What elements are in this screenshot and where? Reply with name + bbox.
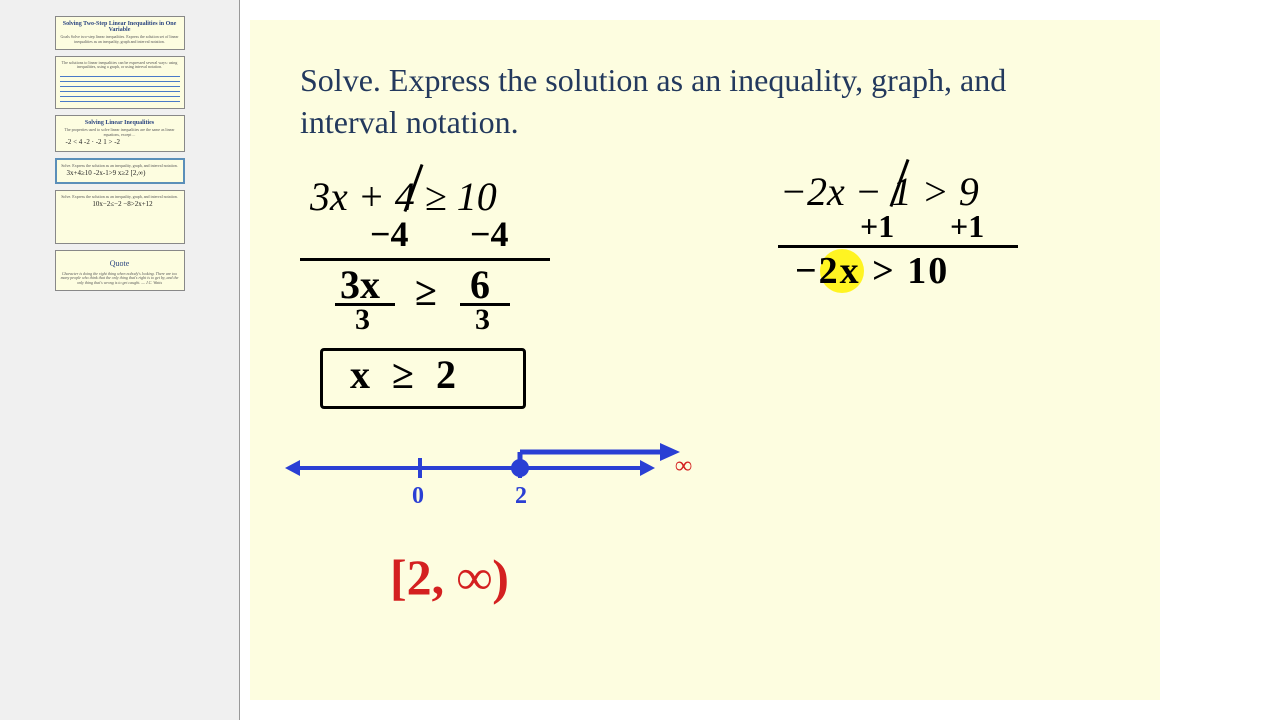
left-frac-num-l: 3x (340, 261, 380, 308)
tick-label-2: 2 (515, 483, 527, 510)
slide-thumb-1[interactable]: Solving Two-Step Linear Inequalities in … (55, 16, 185, 50)
thumb-scribble: -2 < 4 -2 · -2 1 > -2 (60, 138, 180, 147)
slide-thumb-6[interactable]: Quote Character is doing the right thing… (55, 250, 185, 291)
slide-thumb-3[interactable]: Solving Linear Inequalities The properti… (55, 115, 185, 152)
interval-notation: [2, ∞) (390, 548, 509, 606)
thumb-body: The properties used to solve linear ineq… (60, 128, 180, 138)
left-frac-num-r: 6 (470, 261, 490, 308)
right-step1-left: +1 (860, 208, 894, 245)
right-step1-right: +1 (950, 208, 984, 245)
thumb-body: The solutions to linear inequalities can… (60, 61, 180, 71)
thumb-scribble: 3x+4≥10 -2x-1>9 x≥2 [2,∞) (61, 169, 179, 178)
left-step1-left: −4 (370, 213, 409, 255)
left-result-text: x ≥ 2 (350, 351, 462, 398)
left-frac-op: ≥ (415, 268, 437, 315)
thumb-body: Solve. Express the solution as an inequa… (60, 195, 180, 200)
slide-thumb-2[interactable]: The solutions to linear inequalities can… (55, 56, 185, 110)
thumb-body: Goals Solve two-step linear inequalities… (60, 35, 180, 45)
infinity-symbol: ∞ (675, 453, 692, 480)
main-slide: Solve. Express the solution as an inequa… (250, 20, 1160, 700)
thumb-title: Solving Two-Step Linear Inequalities in … (60, 21, 180, 33)
left-hline-1 (300, 258, 550, 261)
app-root: Solving Two-Step Linear Inequalities in … (0, 0, 1280, 720)
numberline (280, 438, 700, 503)
slide-thumbnail-panel: Solving Two-Step Linear Inequalities in … (0, 0, 240, 720)
left-step1-right: −4 (470, 213, 509, 255)
thumb-title: Solving Linear Inequalities (60, 120, 180, 126)
thumb-scribble: 10x−2≤−2 −8>2x+12 (60, 200, 180, 209)
math-work-area: 3x + 4 ≥ 10 −4 −4 3x 3 ≥ 6 3 x ≥ 2 (300, 163, 1110, 663)
numberline-svg (280, 438, 700, 498)
thumb-graphic-lines (60, 72, 180, 102)
prompt-text: Solve. Express the solution as an inequa… (300, 60, 1110, 143)
left-frac-den-l: 3 (355, 303, 370, 337)
slide-thumb-4[interactable]: Solve. Express the solution as an inequa… (55, 158, 185, 184)
thumb-body: Character is doing the right thing when … (60, 272, 180, 286)
thumb-title: Quote (60, 255, 180, 272)
slide-thumb-5[interactable]: Solve. Express the solution as an inequa… (55, 190, 185, 244)
right-hline-1 (778, 245, 1018, 248)
right-result: −2x > 10 (795, 249, 949, 293)
left-frac-den-r: 3 (475, 303, 490, 337)
tick-label-0: 0 (412, 483, 424, 510)
thumb-body: Solve. Express the solution as an inequa… (61, 164, 179, 169)
